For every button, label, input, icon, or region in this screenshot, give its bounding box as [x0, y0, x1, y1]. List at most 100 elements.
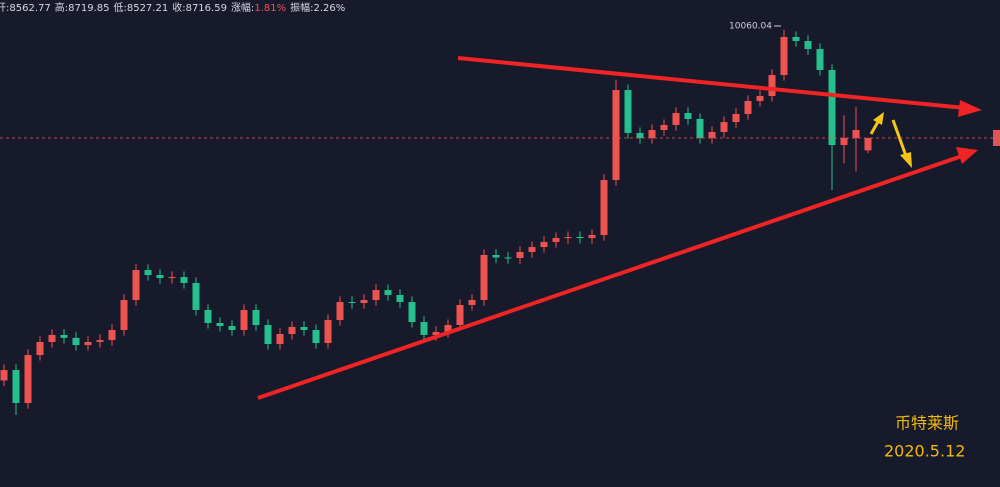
candle-body	[420, 322, 428, 335]
candle-body	[72, 337, 80, 346]
candles	[0, 29, 872, 416]
candle-body	[564, 236, 572, 239]
header-label: 高:	[55, 1, 68, 14]
candle-body	[204, 309, 212, 324]
header-label: 收:	[172, 1, 185, 14]
candle-body	[264, 325, 272, 344]
upper-trend-line	[457, 56, 966, 110]
candle-body	[156, 275, 164, 278]
candle-body	[588, 234, 596, 239]
candle-body	[528, 247, 536, 253]
header-label: 开:	[0, 3, 9, 14]
candle-body	[732, 113, 740, 123]
header-value: 8719.85	[68, 3, 109, 14]
candle-body	[708, 131, 716, 139]
candle-body	[60, 334, 68, 338]
arrow-head	[956, 147, 978, 164]
candle-body	[180, 277, 188, 283]
candle-body	[624, 90, 632, 133]
candle-body	[600, 179, 608, 235]
candle-body	[396, 295, 404, 303]
candle-body	[312, 329, 320, 344]
candle-body	[0, 370, 8, 381]
candle-body	[216, 323, 224, 326]
header-value: 8527.21	[127, 3, 168, 14]
candle-body	[468, 300, 476, 305]
candle-body	[636, 132, 644, 139]
candle-body	[492, 254, 500, 258]
candle-body	[192, 282, 200, 310]
candle-body	[300, 327, 308, 330]
candle-body	[348, 302, 356, 304]
candle-body	[456, 304, 464, 326]
candle-body	[132, 270, 140, 301]
arrow-head	[900, 152, 912, 168]
candle-body	[792, 36, 800, 41]
candle-body	[36, 341, 44, 356]
price-marker	[993, 130, 1000, 146]
candle-body	[360, 300, 368, 303]
lower-trend-line	[257, 154, 963, 400]
candle-body	[504, 257, 512, 259]
candle-body	[336, 302, 344, 321]
candle-body	[432, 332, 440, 335]
candle-body	[84, 341, 92, 346]
candle-body	[276, 334, 284, 344]
candle-body	[120, 300, 128, 330]
candle-body	[756, 95, 764, 101]
candle-body	[576, 236, 584, 239]
candle-body	[672, 113, 680, 126]
header-value: 8562.77	[9, 3, 50, 14]
candle-body	[696, 118, 704, 139]
header-line: 开:8562.77 高:8719.85 低:8527.21 收:8716.59 涨幅:1…	[0, 1, 345, 14]
candle-body	[612, 90, 620, 180]
candle-body	[816, 49, 824, 71]
header: 开:8562.77 高:8719.85 低:8527.21 收:8716.59 涨幅:1…	[0, 1, 345, 14]
candle-body	[780, 36, 788, 76]
candle-body	[660, 125, 668, 130]
candle-body	[444, 325, 452, 333]
candle-body	[684, 113, 692, 119]
header-value: 1.81%	[254, 3, 286, 14]
candle-body	[96, 340, 104, 342]
watermark: 币特莱斯	[895, 414, 959, 433]
header-label: 涨幅:	[231, 1, 254, 14]
header-value: 2.26%	[313, 3, 345, 14]
watermark-date: 2020.5.12	[884, 442, 965, 461]
candle-body	[288, 327, 296, 335]
candle-body	[540, 241, 548, 248]
candle-body	[648, 129, 656, 139]
candle-body	[408, 302, 416, 323]
candle-body	[768, 75, 776, 96]
candle-body	[720, 122, 728, 132]
candle-body	[480, 254, 488, 301]
candle-body	[384, 290, 392, 296]
candle-body	[828, 70, 836, 146]
candle-body	[12, 370, 20, 403]
candle-body	[252, 309, 260, 326]
candle-body	[144, 270, 152, 276]
max-price-label: 10060.04	[729, 21, 772, 31]
header-label: 低:	[113, 1, 126, 14]
header-label: 振幅:	[290, 1, 313, 14]
candle-body	[552, 238, 560, 242]
candle-body	[372, 290, 380, 301]
arrow-head	[958, 100, 982, 117]
candle-body	[804, 40, 812, 50]
candle-body	[240, 309, 248, 330]
arrow-head	[873, 112, 884, 125]
candle-body	[108, 329, 116, 341]
trend-lines	[257, 56, 982, 400]
candle-body	[48, 334, 56, 342]
candle-body	[516, 252, 524, 258]
candle-body	[24, 355, 32, 403]
candle-body	[168, 277, 176, 279]
candle-body	[324, 320, 332, 344]
header-value: 8716.59	[186, 3, 227, 14]
candle-body	[744, 100, 752, 114]
yellow-arrow	[891, 119, 908, 157]
candle-body	[840, 138, 848, 146]
candle-body	[228, 325, 236, 330]
